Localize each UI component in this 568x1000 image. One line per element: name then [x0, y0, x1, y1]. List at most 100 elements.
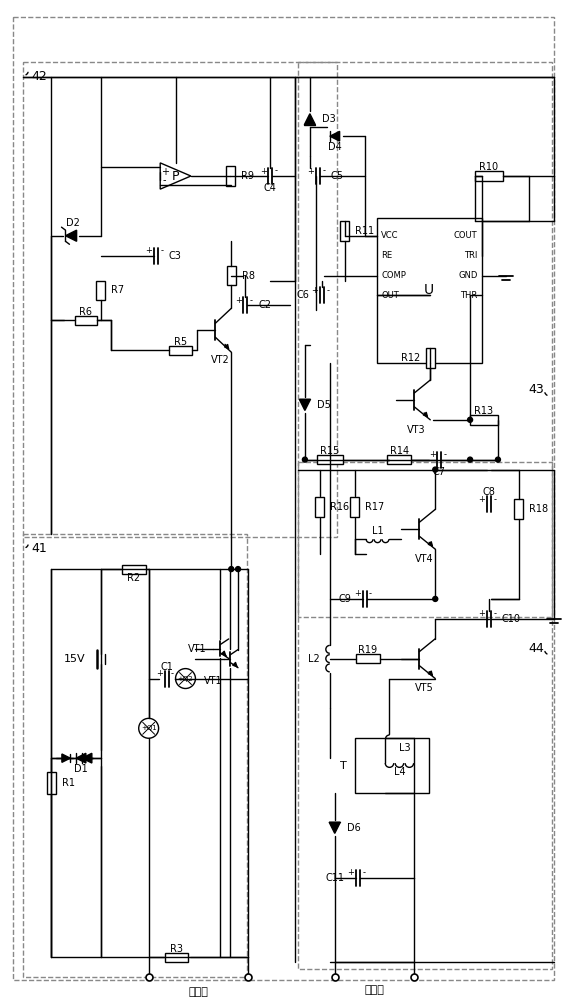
Text: VT2: VT2: [211, 355, 229, 365]
Text: L3: L3: [399, 743, 411, 753]
Text: RE: RE: [381, 251, 392, 260]
Polygon shape: [76, 753, 86, 763]
Text: OUT: OUT: [381, 291, 399, 300]
Text: D6: D6: [346, 823, 361, 833]
Text: +: +: [479, 609, 486, 618]
Text: -: -: [171, 669, 174, 678]
Text: L2: L2: [308, 654, 320, 664]
Bar: [317, 455, 343, 464]
Text: R9: R9: [241, 171, 254, 181]
Text: C1: C1: [160, 662, 173, 672]
Text: -: -: [362, 868, 365, 877]
Text: R17: R17: [365, 502, 385, 512]
Text: +: +: [161, 167, 169, 177]
Text: R6: R6: [80, 307, 93, 317]
Circle shape: [433, 596, 438, 601]
Text: +: +: [156, 669, 163, 678]
Text: D1: D1: [74, 764, 88, 774]
Text: VT3: VT3: [407, 425, 425, 435]
Text: R10: R10: [479, 162, 499, 172]
Text: -: -: [444, 450, 446, 459]
Text: VT1: VT1: [204, 676, 222, 686]
Text: +: +: [307, 167, 314, 176]
Text: 43: 43: [528, 383, 544, 396]
Text: R8: R8: [242, 271, 254, 281]
Text: C4: C4: [264, 183, 277, 193]
Circle shape: [302, 457, 307, 462]
Text: 42: 42: [31, 70, 47, 83]
Text: -: -: [163, 175, 166, 185]
Bar: [165, 953, 189, 962]
Text: VT4: VT4: [415, 554, 433, 564]
Polygon shape: [65, 230, 77, 241]
Text: C6: C6: [296, 290, 309, 300]
Text: R1: R1: [61, 778, 74, 788]
Bar: [340, 221, 349, 241]
Text: P: P: [172, 170, 179, 183]
Text: +Q1: +Q1: [141, 725, 157, 731]
Text: +: +: [479, 495, 486, 504]
Text: C11: C11: [325, 873, 345, 883]
Text: -: -: [250, 296, 253, 305]
Polygon shape: [82, 753, 92, 763]
Text: VT1: VT1: [189, 644, 207, 654]
Text: R13: R13: [474, 406, 494, 416]
Bar: [226, 166, 235, 186]
Text: 41: 41: [31, 542, 47, 555]
Bar: [387, 455, 411, 464]
Text: +: +: [354, 589, 361, 598]
Text: R5: R5: [174, 337, 187, 347]
Text: R3: R3: [170, 944, 183, 954]
Bar: [515, 499, 523, 519]
Bar: [47, 772, 56, 794]
Text: 输出端: 输出端: [365, 985, 385, 995]
Text: -: -: [326, 286, 329, 295]
Bar: [169, 346, 193, 355]
Text: C7: C7: [433, 467, 446, 477]
Text: D3: D3: [322, 114, 336, 124]
Text: VCC: VCC: [381, 231, 399, 240]
Bar: [470, 415, 498, 425]
Text: THR: THR: [460, 291, 478, 300]
Circle shape: [495, 457, 500, 462]
Text: GND: GND: [458, 271, 478, 280]
Text: D2: D2: [66, 218, 80, 228]
Text: C3: C3: [169, 251, 181, 261]
Text: R19: R19: [358, 645, 377, 655]
Text: C2: C2: [258, 300, 271, 310]
Text: TRI: TRI: [464, 251, 478, 260]
Text: -: -: [274, 167, 278, 176]
Text: VT5: VT5: [415, 683, 434, 693]
Text: -: -: [494, 609, 496, 618]
Polygon shape: [304, 114, 315, 125]
Circle shape: [236, 567, 240, 572]
Text: C8: C8: [483, 487, 495, 497]
Bar: [23, 534, 247, 977]
Bar: [315, 497, 324, 517]
Polygon shape: [330, 131, 340, 141]
Text: R2: R2: [127, 573, 140, 583]
Text: -: -: [494, 495, 496, 504]
Text: R18: R18: [529, 504, 549, 514]
Text: COMP: COMP: [381, 271, 406, 280]
Text: R7: R7: [111, 285, 124, 295]
Text: 输入端: 输入端: [189, 987, 208, 997]
Bar: [354, 738, 429, 793]
Text: -: -: [322, 167, 325, 176]
Text: +: +: [311, 286, 318, 295]
Text: R12: R12: [400, 353, 420, 363]
Bar: [75, 316, 97, 325]
Bar: [298, 62, 552, 617]
Text: +: +: [235, 296, 241, 305]
Bar: [350, 497, 359, 517]
Text: R14: R14: [390, 446, 409, 456]
Text: +: +: [347, 868, 354, 877]
Text: T: T: [340, 761, 346, 771]
Text: R15: R15: [320, 446, 340, 456]
Text: +: +: [260, 167, 266, 176]
Circle shape: [433, 467, 438, 472]
Text: +Q2: +Q2: [178, 676, 193, 682]
Text: L4: L4: [394, 767, 405, 777]
Bar: [298, 462, 552, 969]
Circle shape: [229, 567, 234, 572]
